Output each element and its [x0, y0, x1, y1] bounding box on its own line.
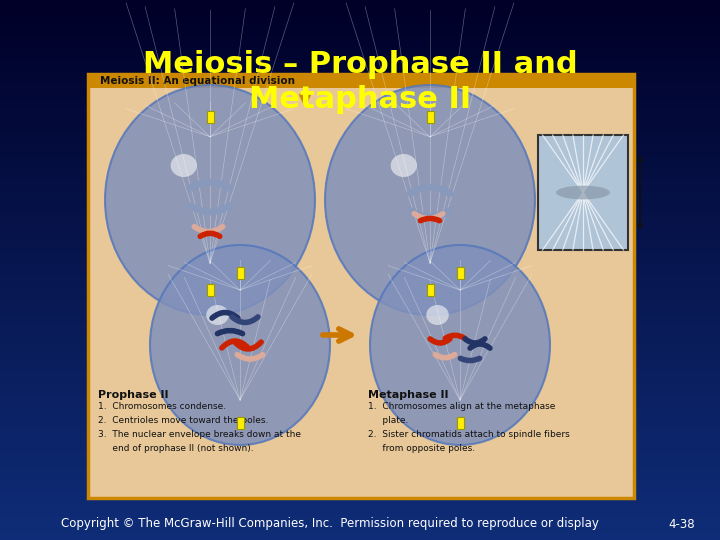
FancyArrowPatch shape: [436, 355, 455, 358]
FancyArrowPatch shape: [237, 355, 263, 359]
FancyArrowPatch shape: [420, 218, 439, 221]
FancyArrowPatch shape: [410, 211, 450, 217]
Text: Copyright © The McGraw-Hill Companies, Inc.  Permission required to reproduce or: Copyright © The McGraw-Hill Companies, I…: [61, 517, 599, 530]
Text: 2.  Sister chromatids attach to spindle fibers: 2. Sister chromatids attach to spindle f…: [368, 430, 570, 439]
FancyArrowPatch shape: [232, 317, 258, 322]
FancyArrowPatch shape: [235, 342, 261, 349]
FancyArrowPatch shape: [410, 187, 450, 193]
Bar: [88, 74, 634, 88]
FancyArrowPatch shape: [414, 214, 443, 219]
Text: from opposite poles.: from opposite poles.: [368, 444, 475, 453]
Text: plate.: plate.: [368, 416, 408, 425]
Bar: [207, 111, 214, 123]
Ellipse shape: [391, 154, 417, 177]
FancyArrowPatch shape: [470, 344, 490, 348]
Text: 3.  The nuclear envelope breaks down at the: 3. The nuclear envelope breaks down at t…: [98, 430, 301, 439]
Ellipse shape: [206, 305, 229, 325]
Bar: [236, 267, 243, 279]
Text: Prophase II: Prophase II: [98, 390, 168, 400]
Ellipse shape: [325, 85, 535, 315]
FancyArrowPatch shape: [445, 335, 464, 339]
Text: 1.  Chromosomes condense.: 1. Chromosomes condense.: [98, 402, 226, 411]
Ellipse shape: [105, 85, 315, 315]
Text: Metaphase II: Metaphase II: [368, 390, 449, 400]
FancyArrowPatch shape: [465, 339, 485, 343]
Ellipse shape: [370, 245, 550, 445]
Bar: [236, 417, 243, 429]
Bar: [538, 135, 628, 250]
Text: end of prophase II (not shown).: end of prophase II (not shown).: [98, 444, 253, 453]
Bar: [207, 284, 214, 296]
Ellipse shape: [171, 154, 197, 177]
Bar: [426, 284, 433, 296]
FancyArrowPatch shape: [190, 206, 230, 212]
FancyArrowPatch shape: [222, 341, 248, 348]
Bar: [426, 111, 433, 123]
Ellipse shape: [426, 305, 449, 325]
Bar: [456, 267, 464, 279]
Text: Meiosis II: An equational division: Meiosis II: An equational division: [100, 76, 295, 86]
Ellipse shape: [556, 186, 610, 199]
Text: 2.  Centrioles move toward the poles.: 2. Centrioles move toward the poles.: [98, 416, 269, 425]
FancyArrowPatch shape: [190, 182, 230, 188]
Bar: [456, 417, 464, 429]
Text: Meiosis – Prophase II and
Metaphase II: Meiosis – Prophase II and Metaphase II: [143, 50, 577, 114]
Bar: [88, 74, 634, 498]
Text: 4-38: 4-38: [668, 517, 695, 530]
FancyArrowPatch shape: [194, 227, 222, 232]
Ellipse shape: [150, 245, 330, 445]
FancyArrowPatch shape: [461, 359, 480, 361]
Text: 1.  Chromosomes align at the metaphase: 1. Chromosomes align at the metaphase: [368, 402, 555, 411]
FancyArrowPatch shape: [212, 313, 238, 318]
FancyArrowPatch shape: [430, 339, 450, 343]
FancyArrowPatch shape: [217, 330, 243, 334]
FancyArrowPatch shape: [200, 233, 220, 237]
